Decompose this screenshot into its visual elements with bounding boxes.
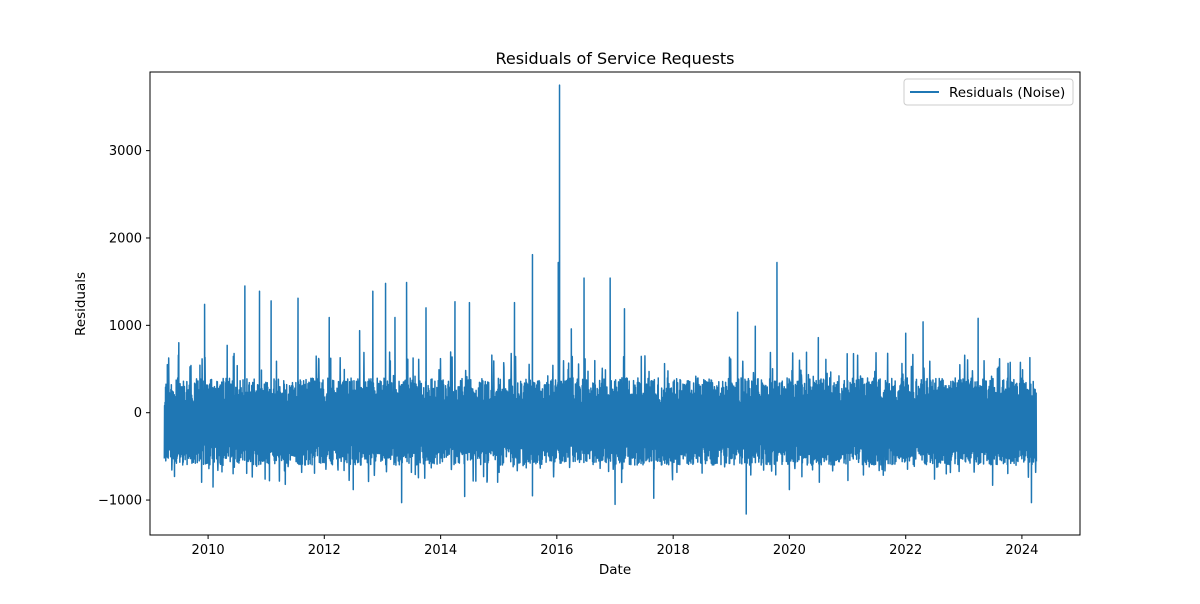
x-tick-label: 2020 xyxy=(773,543,806,558)
axes-frame xyxy=(149,71,1081,536)
chart-title: Residuals of Service Requests xyxy=(495,49,734,68)
y-tick-label: −1000 xyxy=(98,494,142,509)
y-tick-label: 1000 xyxy=(109,319,142,334)
y-axis-ticks: −1000 0 1000 2000 3000 xyxy=(98,144,150,509)
residuals-series-line xyxy=(163,84,1038,515)
series-layer xyxy=(163,84,1038,515)
x-tick-label: 2024 xyxy=(1005,543,1038,558)
plot-area xyxy=(149,71,1081,536)
legend-box xyxy=(903,78,1074,106)
x-tick-label: 2016 xyxy=(540,543,573,558)
y-tick-label: 0 xyxy=(134,406,142,421)
x-tick-label: 2012 xyxy=(308,543,341,558)
x-axis-label: Date xyxy=(599,562,631,578)
x-axis-ticks: 2010 2012 2014 2016 2018 2020 2022 2024 xyxy=(192,535,1038,558)
legend-label: Residuals (Noise) xyxy=(949,85,1065,101)
legend: Residuals (Noise) xyxy=(903,78,1074,106)
y-axis-label: Residuals xyxy=(73,272,89,336)
y-tick-label: 3000 xyxy=(109,144,142,159)
x-tick-label: 2014 xyxy=(424,543,457,558)
x-tick-label: 2022 xyxy=(889,543,922,558)
y-tick-label: 2000 xyxy=(109,231,142,246)
x-tick-label: 2018 xyxy=(657,543,690,558)
x-tick-label: 2010 xyxy=(192,543,225,558)
